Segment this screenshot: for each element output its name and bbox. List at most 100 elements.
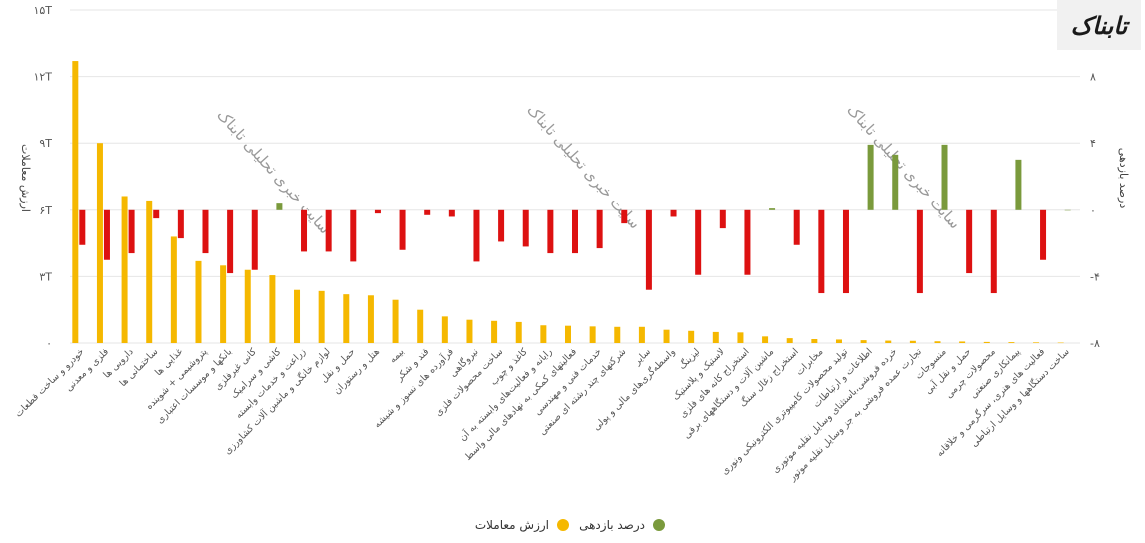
- left-tick-label: ۳T: [39, 270, 52, 283]
- right-tick-label: ۰: [1090, 204, 1096, 217]
- return-bar: [769, 208, 776, 210]
- trade-value-bar: [983, 341, 990, 343]
- trade-value-bar: [737, 332, 744, 343]
- return-bar: [990, 209, 997, 294]
- return-bar: [842, 209, 849, 294]
- trade-value-bar: [614, 326, 621, 343]
- trade-value-bar: [269, 275, 276, 343]
- return-bar: [153, 209, 160, 219]
- return-bar: [1015, 159, 1022, 210]
- trade-value-bar: [1008, 342, 1015, 343]
- trade-value-bar: [491, 320, 498, 343]
- trade-value-bar: [786, 338, 793, 343]
- trade-value-bar: [72, 61, 79, 344]
- trade-value-bar: [909, 340, 916, 343]
- left-tick-label: ۰: [46, 337, 52, 350]
- return-bar: [1064, 209, 1071, 211]
- trade-value-bar: [959, 341, 966, 343]
- legend-value-label: ارزش معاملات: [475, 518, 549, 533]
- logo-text: تابناک: [1070, 10, 1128, 40]
- return-bar: [473, 209, 480, 262]
- trade-value-bar: [170, 236, 177, 343]
- trade-value-bar: [343, 294, 350, 343]
- trade-value-bar: [638, 326, 645, 343]
- return-bar: [251, 209, 258, 270]
- category-label: سایر: [631, 346, 653, 368]
- return-bar: [670, 209, 677, 217]
- trade-value-bar: [688, 330, 695, 343]
- right-tick-label: -۸: [1090, 337, 1100, 350]
- trade-value-bar: [540, 325, 547, 343]
- trade-value-bar: [146, 200, 153, 343]
- return-bar: [1040, 209, 1047, 260]
- return-bar: [596, 209, 603, 249]
- trade-value-bar: [220, 265, 227, 343]
- trade-value-bars: [72, 61, 1064, 344]
- return-bar: [916, 209, 923, 294]
- return-bars: [79, 144, 1071, 294]
- left-axis-ticks: ۰ ۳T ۶T ۹T ۱۲T ۱۵T: [33, 4, 52, 350]
- right-axis-title: درصد بازدهی: [1117, 148, 1130, 209]
- return-bar: [301, 209, 308, 252]
- return-bar: [202, 209, 209, 254]
- return-bar: [79, 209, 86, 245]
- trade-value-bar: [417, 309, 424, 343]
- return-bar: [941, 144, 948, 210]
- return-bar: [325, 209, 332, 252]
- trade-value-bar: [712, 331, 719, 343]
- return-bar: [350, 209, 357, 262]
- right-tick-label: -۴: [1090, 270, 1100, 283]
- trade-value-bar: [466, 319, 473, 343]
- return-bar: [448, 209, 455, 217]
- trade-value-bar: [762, 336, 769, 343]
- left-tick-label: ۱۲T: [33, 71, 52, 84]
- trade-value-bar: [589, 326, 596, 343]
- return-bar: [892, 154, 899, 210]
- return-bar: [227, 209, 234, 274]
- return-bar: [547, 209, 554, 254]
- trade-value-bar: [367, 295, 374, 343]
- trade-value-bar: [811, 339, 818, 343]
- return-bar: [793, 209, 800, 245]
- return-bar: [424, 209, 431, 215]
- trade-value-bar: [663, 329, 670, 343]
- return-bar: [966, 209, 973, 274]
- return-bar: [103, 209, 110, 260]
- trade-value-bar: [860, 340, 867, 343]
- legend-return-marker: [653, 519, 665, 531]
- left-tick-label: ۶T: [39, 204, 52, 217]
- category-label: بیمه: [388, 346, 407, 365]
- trade-value-bar: [121, 196, 128, 343]
- legend-return-label: درصد بازدهی: [579, 518, 645, 533]
- return-bar: [177, 209, 184, 239]
- legend-value-marker: [557, 519, 569, 531]
- return-bar: [695, 209, 702, 275]
- legend: درصد بازدهی ارزش معاملات: [475, 518, 665, 533]
- right-axis-ticks: -۸-۴۰۴۸۱۲: [1090, 4, 1102, 350]
- site-logo: تابناک: [1057, 0, 1141, 50]
- return-bar: [572, 209, 578, 254]
- left-axis-title: ارزش معاملات: [19, 144, 32, 212]
- trade-value-bar: [934, 341, 941, 343]
- return-bar: [744, 209, 751, 275]
- return-bar: [128, 209, 135, 254]
- return-bar: [719, 209, 726, 229]
- return-bar: [399, 209, 406, 250]
- right-tick-label: ۴: [1090, 137, 1096, 150]
- trade-value-bar: [515, 321, 522, 343]
- return-bar: [645, 209, 652, 290]
- return-bar: [498, 209, 505, 242]
- trade-value-bar: [885, 340, 892, 343]
- return-bar: [818, 209, 825, 294]
- trade-value-bar: [195, 260, 202, 343]
- return-bar: [867, 144, 874, 210]
- trade-value-bar: [1057, 342, 1064, 344]
- return-bar: [374, 209, 381, 214]
- trade-value-bar: [318, 290, 325, 343]
- trade-value-bar: [96, 143, 103, 343]
- trade-value-bar: [294, 289, 301, 343]
- trade-value-bar: [244, 269, 251, 343]
- trade-value-bar: [441, 316, 448, 343]
